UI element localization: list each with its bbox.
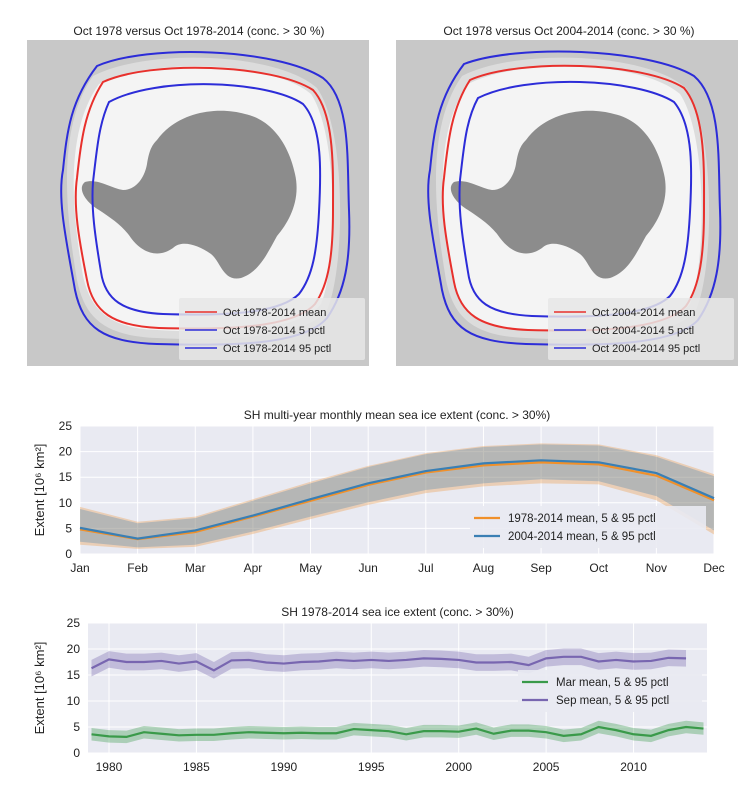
chart1-line-0 (79, 461, 715, 541)
chart1-ytick-label: 10 (59, 496, 73, 510)
chart1-legend-label: 1978-2014 mean, 5 & 95 pctl (508, 513, 656, 525)
chart1-xtick-label: Aug (473, 561, 494, 575)
legend-95pctl-label: Oct 2004-2014 95 pctl (592, 343, 700, 355)
sea-ice-map-left: Oct 1978-2014 mean Oct 1978-2014 5 pctl … (27, 40, 369, 366)
legend-5pctl-label: Oct 1978-2014 5 pctl (223, 325, 325, 337)
map-legend-right: Oct 2004-2014 mean Oct 2004-2014 5 pctl … (548, 298, 734, 360)
chart2-ytick-label: 10 (67, 694, 81, 708)
chart2-xtick-label: 2010 (620, 760, 647, 774)
chart1-ytick-label: 5 (65, 521, 72, 535)
map-legend-left: Oct 1978-2014 mean Oct 1978-2014 5 pctl … (179, 298, 365, 360)
chart2-xtick-label: 1990 (270, 760, 297, 774)
chart1-band-1 (80, 444, 714, 548)
chart2-legend-label: Sep mean, 5 & 95 pctl (556, 695, 669, 707)
chart2-ytick-label: 15 (67, 668, 81, 682)
chart1-ylabel: Extent [10⁶ km²] (32, 444, 47, 537)
chart1-xtick-label: Dec (703, 561, 724, 575)
chart2-ytick-label: 5 (73, 720, 80, 734)
chart2-band-1 (91, 648, 687, 679)
legend-95pctl-label: Oct 1978-2014 95 pctl (223, 343, 331, 355)
chart2-ylabel: Extent [10⁶ km²] (32, 642, 47, 735)
chart2-ytick-label: 25 (67, 616, 81, 630)
chart1-xtick-label: Apr (244, 561, 263, 575)
chart1-xtick-label: Jul (418, 561, 433, 575)
chart1-ytick-label: 15 (59, 470, 73, 484)
chart1-title: SH multi-year monthly mean sea ice exten… (244, 408, 550, 422)
chart1-legend-box (470, 506, 706, 548)
chart1-ytick-label: 25 (59, 419, 73, 433)
chart1-xtick-label: May (299, 561, 322, 575)
chart2-xtick-label: 1995 (358, 760, 385, 774)
chart1-xtick-label: Nov (646, 561, 667, 575)
legend-mean-label: Oct 1978-2014 mean (223, 307, 326, 319)
map-legend-box (179, 298, 365, 360)
chart1-xtick-label: Sep (530, 561, 552, 575)
chart2-xtick-label: 2000 (445, 760, 472, 774)
map-title-right: Oct 1978 versus Oct 2004-2014 (conc. > 3… (443, 24, 695, 38)
chart1-xtick-label: Feb (127, 561, 148, 575)
map-legend-box (548, 298, 734, 360)
chart2-title: SH 1978-2014 sea ice extent (conc. > 30%… (281, 605, 513, 619)
antarctica-land (81, 110, 297, 279)
chart2-legend-box (518, 670, 702, 712)
chart2-xtick-label: 1985 (183, 760, 210, 774)
chart1-legend-label: 2004-2014 mean, 5 & 95 pctl (508, 531, 656, 543)
legend-5pctl-label: Oct 2004-2014 5 pctl (592, 325, 694, 337)
chart2-ytick-label: 20 (67, 642, 81, 656)
map-title-left: Oct 1978 versus Oct 1978-2014 (conc. > 3… (73, 24, 325, 38)
chart2-xtick-label: 2005 (533, 760, 560, 774)
chart1-xtick-label: Jan (70, 561, 89, 575)
antarctica-land (450, 110, 666, 279)
legend-mean-label: Oct 2004-2014 mean (592, 307, 695, 319)
chart1-xtick-label: Mar (185, 561, 206, 575)
chart2-legend-label: Mar mean, 5 & 95 pctl (556, 677, 669, 689)
chart1-xtick-label: Jun (359, 561, 378, 575)
chart1-band-0 (80, 443, 714, 549)
sea-ice-map-right: Oct 2004-2014 mean Oct 2004-2014 5 pctl … (396, 40, 738, 366)
chart1-ytick-label: 0 (65, 547, 72, 561)
chart2-xtick-label: 1980 (96, 760, 123, 774)
chart2-line-0 (91, 725, 704, 738)
chart1-line-1 (79, 459, 715, 540)
chart2-ytick-label: 0 (73, 746, 80, 760)
chart1-ytick-label: 20 (59, 445, 73, 459)
chart1-xtick-label: Oct (589, 561, 608, 575)
